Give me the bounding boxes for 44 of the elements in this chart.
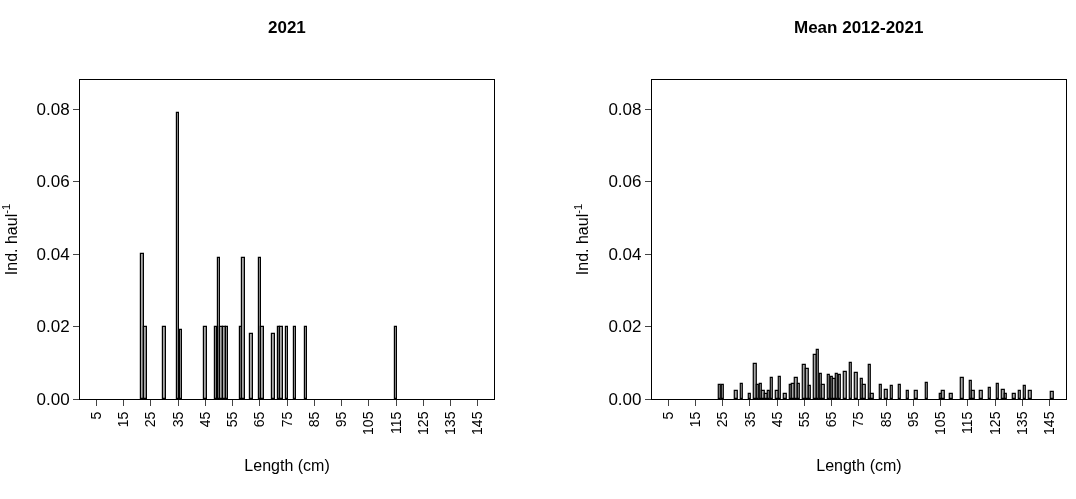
x-tick-label: 45 bbox=[196, 411, 213, 428]
x-tick-label: 35 bbox=[741, 411, 758, 428]
x-tick-label: 85 bbox=[305, 411, 322, 428]
x-axis-title: Length (cm) bbox=[244, 456, 330, 474]
x-tick-label: 145 bbox=[469, 411, 486, 435]
x-tick-label: 5 bbox=[87, 411, 104, 420]
x-tick-label: 145 bbox=[1041, 411, 1058, 435]
x-tick-label: 85 bbox=[877, 411, 894, 428]
x-tick-label: 115 bbox=[387, 411, 404, 434]
x-tick-label: 35 bbox=[169, 411, 186, 428]
x-tick-label: 75 bbox=[278, 411, 295, 428]
y-tick-label: 0.06 bbox=[608, 172, 642, 192]
y-tick-label: 0.04 bbox=[36, 244, 70, 264]
x-tick-label: 125 bbox=[986, 411, 1003, 435]
x-tick-label: 25 bbox=[142, 411, 159, 428]
y-tick-label: 0.00 bbox=[36, 389, 70, 409]
y-tick-label: 0.02 bbox=[36, 317, 70, 337]
y-tick-label: 0.04 bbox=[608, 244, 642, 264]
x-tick-label: 25 bbox=[714, 411, 731, 428]
x-tick-label: 5 bbox=[659, 411, 676, 420]
x-tick-label: 125 bbox=[414, 411, 431, 435]
x-tick-label: 105 bbox=[360, 411, 377, 435]
y-tick-label: 0.08 bbox=[36, 99, 70, 119]
chart-title: Mean 2012-2021 bbox=[794, 18, 924, 37]
x-tick-label: 115 bbox=[959, 411, 976, 434]
x-tick-label: 95 bbox=[333, 411, 350, 428]
x-tick-label: 65 bbox=[251, 411, 268, 428]
x-axis-title: Length (cm) bbox=[816, 456, 902, 474]
y-tick-label: 0.06 bbox=[36, 172, 70, 192]
x-tick-label: 105 bbox=[932, 411, 949, 435]
y-tick-label: 0.08 bbox=[608, 99, 642, 119]
chart-title: 2021 bbox=[268, 18, 306, 37]
x-tick-label: 75 bbox=[850, 411, 867, 428]
y-tick-label: 0.00 bbox=[608, 389, 642, 409]
x-tick-label: 55 bbox=[224, 411, 241, 428]
x-tick-label: 55 bbox=[796, 411, 812, 428]
x-tick-label: 65 bbox=[823, 411, 840, 428]
y-tick-label: 0.02 bbox=[608, 317, 642, 337]
x-tick-label: 135 bbox=[442, 411, 459, 435]
x-tick-label: 95 bbox=[904, 411, 921, 428]
x-tick-label: 45 bbox=[768, 411, 785, 428]
x-tick-label: 15 bbox=[115, 411, 132, 428]
x-tick-label: 15 bbox=[687, 411, 704, 428]
x-tick-label: 135 bbox=[1013, 411, 1030, 435]
